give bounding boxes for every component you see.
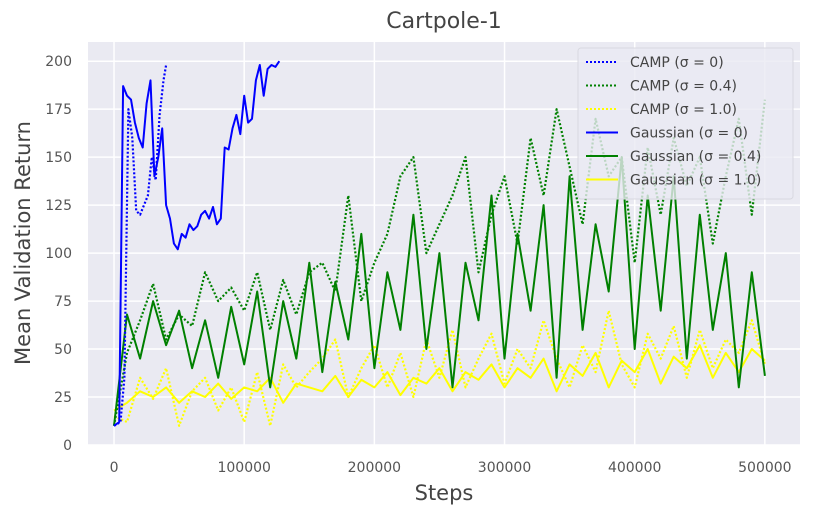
x-axis-ticks: 0 100000 200000 300000 400000 500000 bbox=[110, 460, 792, 476]
x-tick-label: 500000 bbox=[738, 460, 791, 476]
y-tick-label: 25 bbox=[54, 390, 72, 406]
legend-label: CAMP (σ = 1.0) bbox=[630, 102, 737, 118]
x-axis-label: Steps bbox=[415, 481, 474, 505]
series-line bbox=[113, 60, 281, 427]
legend-label: CAMP (σ = 0.4) bbox=[630, 79, 737, 95]
legend-label: Gaussian (σ = 0.4) bbox=[630, 149, 761, 165]
y-tick-label: 75 bbox=[54, 294, 72, 310]
legend: CAMP (σ = 0) CAMP (σ = 0.4) CAMP (σ = 1.0)… bbox=[577, 47, 794, 200]
series-line bbox=[113, 64, 168, 427]
chart-title: Cartpole-1 bbox=[386, 9, 502, 34]
y-tick-label: 150 bbox=[45, 150, 72, 166]
y-tick-label: 50 bbox=[54, 342, 72, 358]
x-tick-label: 300000 bbox=[478, 460, 531, 476]
legend-label: CAMP (σ = 0) bbox=[630, 55, 724, 71]
x-tick-label: 200000 bbox=[348, 460, 401, 476]
legend-label: Gaussian (σ = 1.0) bbox=[630, 173, 761, 189]
series-line bbox=[113, 309, 766, 427]
legend-box bbox=[577, 47, 794, 200]
y-tick-label: 0 bbox=[63, 438, 72, 454]
series-line bbox=[113, 156, 766, 426]
y-tick-label: 125 bbox=[45, 198, 72, 214]
y-axis-label: Mean Validation Return bbox=[11, 121, 35, 365]
y-tick-label: 175 bbox=[45, 102, 72, 118]
series-line bbox=[113, 344, 766, 412]
y-tick-label: 100 bbox=[45, 246, 72, 262]
y-tick-label: 200 bbox=[45, 54, 72, 70]
x-tick-label: 400000 bbox=[608, 460, 661, 476]
x-tick-label: 0 bbox=[110, 460, 119, 476]
y-axis-ticks: 0 25 50 75 100 125 150 175 200 bbox=[45, 54, 72, 454]
legend-label: Gaussian (σ = 0) bbox=[630, 126, 748, 142]
x-tick-label: 100000 bbox=[217, 460, 270, 476]
